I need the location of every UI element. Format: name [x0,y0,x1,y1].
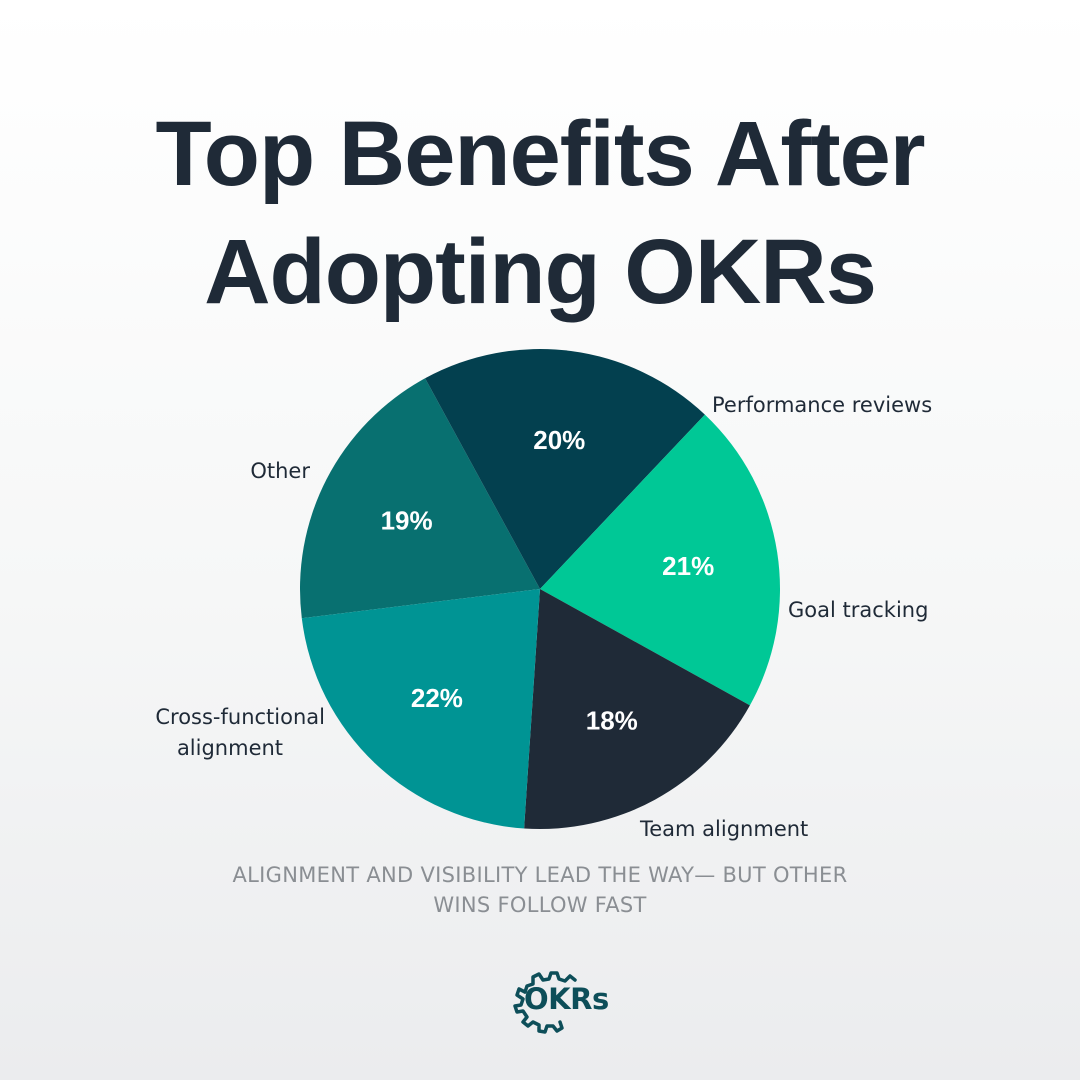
pie-slice-other [301,589,540,829]
pie-category-label: Goal tracking [788,598,928,622]
logo-text: OKRs [524,982,609,1016]
subtitle-line-2: WINS FOLLOW FAST [433,893,647,917]
pie-value-label: 18% [586,706,638,736]
pie-category-label: Team alignment [639,817,808,841]
title-line-2: Adopting OKRs [204,221,877,323]
pie-value-label: 19% [381,505,433,535]
pie-slice-team-alignment [540,414,780,706]
pie-slice-goal-tracking [425,348,705,589]
pie-category-label: Performance reviews [712,393,932,417]
pie-slice-performance-reviews [300,378,540,619]
gear-icon [513,971,577,1034]
pie-value-label: 22% [411,683,463,713]
pie-value-label: 21% [662,551,714,581]
pie-value-label: 20% [533,425,585,455]
chart-subtitle: ALIGNMENT AND VISIBILITY LEAD THE WAY— B… [215,860,865,920]
pie-category-label: Cross-functional alignment [155,705,325,760]
title-line-1: Top Benefits After [155,103,925,205]
chart-title: Top Benefits After Adopting OKRs [0,95,1080,331]
pie-slice-cross-functional-alignment [524,589,750,829]
pie-category-label: Other [250,459,310,483]
subtitle-line-1: ALIGNMENT AND VISIBILITY LEAD THE WAY— B… [232,863,848,887]
